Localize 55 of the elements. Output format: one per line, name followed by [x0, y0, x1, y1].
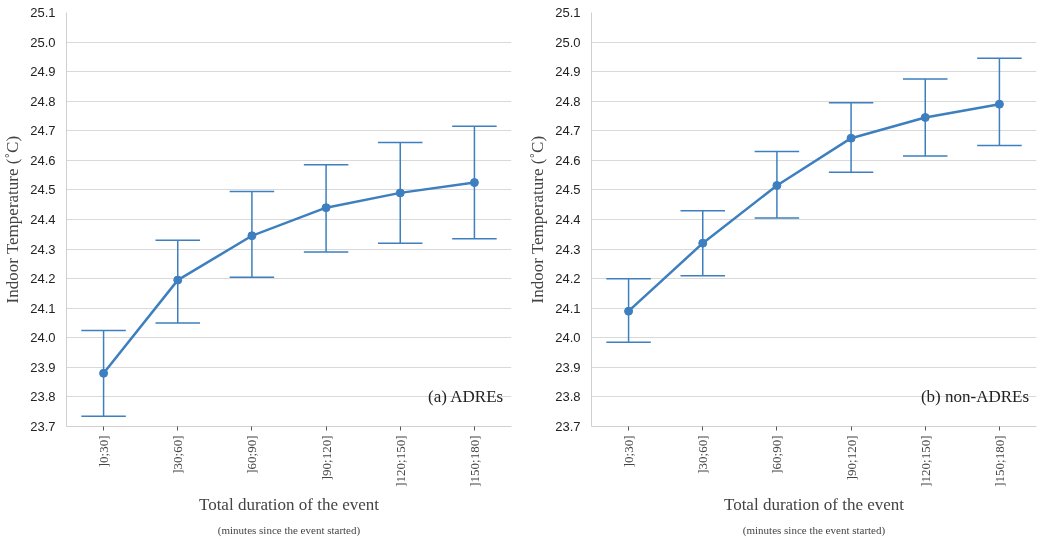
x-tick-label: ]120;150] [392, 435, 408, 487]
annotation: (b) non-ADREs [920, 386, 1030, 406]
x-axis-title: Total duration of the event [198, 494, 380, 514]
y-tick-label: 23.8 [30, 389, 56, 405]
y-tick-label: 24.6 [30, 152, 56, 168]
text: (minutes since the event started) [217, 523, 361, 537]
point [99, 368, 109, 378]
y-tick-label: 24.8 [555, 93, 581, 109]
x-tick-label: ]0;30] [96, 435, 112, 468]
y-tick-label: 24.1 [555, 300, 581, 316]
y-tick-label: 25.0 [30, 34, 56, 50]
y-tick-label: 24.9 [30, 64, 56, 80]
y-tick-label: 24.3 [555, 241, 581, 257]
point [994, 99, 1004, 109]
y-tick-label: 24.6 [555, 152, 581, 168]
y-tick-label: 24.4 [555, 212, 581, 227]
y-tick-label: 24.4 [30, 212, 56, 227]
x-tick-label: ]30;60] [170, 435, 186, 474]
y-tick-label: 24.1 [30, 300, 56, 316]
y-tick-label: 24.9 [555, 64, 581, 80]
y-tick-label: 25.0 [555, 34, 581, 50]
y-axis-title: Indoor Temperature (˚C) [528, 135, 548, 304]
y-axis-title: Indoor Temperature (˚C) [3, 135, 23, 304]
y-tick-label: 23.9 [30, 359, 56, 375]
x-tick-label: ]30;60] [695, 435, 711, 474]
y-tick-label: 24.3 [30, 241, 56, 257]
y-tick-label: 24.2 [555, 271, 581, 287]
y-tick-label: 24.0 [30, 330, 56, 346]
y-tick-label: 24.2 [30, 271, 56, 287]
point [395, 188, 405, 198]
x-tick-label: ]90;120] [318, 435, 334, 481]
y-tick-label: 25.1 [30, 5, 56, 20]
y-tick-label: 24.7 [555, 123, 581, 139]
y-tick-label: 24.8 [30, 93, 56, 109]
annotation: (a) ADREs [428, 386, 504, 406]
y-tick-label: 24.0 [555, 330, 581, 346]
point [920, 112, 930, 122]
y-tick-label: 23.8 [555, 389, 581, 405]
text: (minutes since the event started) [742, 523, 886, 537]
y-tick-label: 24.7 [30, 123, 56, 139]
y-tick-label: 24.5 [30, 182, 56, 198]
point [469, 178, 479, 188]
x-tick-label: ]60;90] [244, 435, 260, 474]
x-axis-title: Total duration of the event [723, 494, 905, 514]
y-tick-label: 23.7 [30, 419, 56, 434]
x-tick-label: ]150;180] [466, 435, 482, 487]
x-tick-label: ]0;30] [621, 435, 637, 468]
y-tick-label: 25.1 [555, 5, 581, 20]
x-tick-label: ]60;90] [769, 435, 785, 474]
x-tick-label: ]120;150] [917, 435, 933, 487]
y-tick-label: 23.9 [555, 359, 581, 375]
x-tick-label: ]150;180] [991, 435, 1007, 487]
y-tick-label: 24.5 [555, 182, 581, 198]
x-tick-label: ]90;120] [843, 435, 859, 481]
y-tick-label: 23.7 [555, 419, 581, 434]
